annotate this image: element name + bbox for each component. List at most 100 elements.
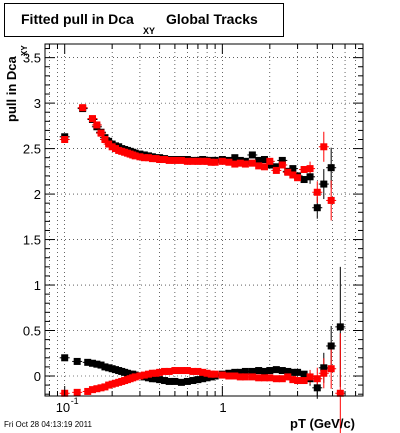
data-point-red [289,171,297,179]
data-point-black [272,366,280,374]
data-point-black [73,357,81,365]
data-point-black [255,367,263,375]
data-point-black [61,354,69,362]
x-tick-label: 1 [219,400,226,415]
data-point-red [79,104,87,112]
data-point-red [140,154,148,162]
x-tick-label-exponent: -1 [71,396,79,406]
data-point-red [272,166,280,174]
data-point-red [306,165,314,173]
data-point-red [225,372,233,380]
data-point-red [306,373,314,381]
y-tick-label: 2.5 [23,142,41,157]
y-tick-label: 0 [34,369,41,384]
data-point-red [156,368,164,376]
data-point-red [272,375,280,383]
data-point-red [203,369,211,377]
y-tick-label: 0.5 [23,324,41,339]
data-point-red [101,383,109,391]
data-point-red [231,372,239,380]
data-point-red [97,129,105,137]
y-tick-label: 3 [34,96,41,111]
data-point-red [278,375,286,383]
data-point-red [211,370,219,378]
chart-title-subscript: XY [143,26,156,36]
data-point-red [294,377,302,385]
data-point-red [199,368,207,376]
data-point-black [231,154,239,162]
data-point-red [336,389,344,397]
data-point-black [320,364,328,372]
data-point-red [255,162,263,170]
data-point-black [260,156,268,164]
data-point-red [218,371,226,379]
data-point-red [284,373,292,381]
y-tick-label: 2 [34,187,41,202]
data-point-black [272,163,280,171]
data-point-red [320,143,328,151]
data-point-red [241,373,249,381]
data-point-red [136,372,144,380]
y-tick-label: 1 [34,278,41,293]
data-point-black [101,363,109,371]
data-point-red [284,168,292,176]
data-point-red [225,158,233,166]
data-point-red [93,385,101,393]
data-point-black [320,180,328,188]
data-point-black [300,370,308,378]
data-point-black [278,367,286,375]
data-point-red [189,367,197,375]
x-axis-label: pT (GeV/c) [290,416,355,431]
data-point-black [156,376,164,384]
data-point-red [236,159,244,167]
data-point-red [189,157,197,165]
data-point-red [266,374,274,382]
data-point-red [194,367,202,375]
data-point-red [203,157,211,165]
data-point-red [177,367,185,375]
data-point-black [306,173,314,181]
data-point-red [294,174,302,182]
plot-frame [44,43,364,397]
data-point-black [183,377,191,385]
data-point-red [266,157,274,165]
data-point-black [313,384,321,392]
data-point-black [93,360,101,368]
data-point-red [171,156,179,164]
data-point-red [289,376,297,384]
data-point-red [105,381,113,389]
data-point-red [183,367,191,375]
data-point-red [165,156,173,164]
marker-layer [61,104,344,397]
data-point-red [131,152,139,160]
data-point-black [336,323,344,331]
data-point-red [183,157,191,165]
chart-title-suffix: Global Tracks [166,11,258,27]
data-point-red [327,365,335,373]
data-point-black [313,204,321,212]
data-point-red [260,163,268,171]
data-point-black [294,368,302,376]
data-point-red [61,136,69,144]
data-point-black [289,165,297,173]
data-point-red [101,136,109,144]
data-point-black [177,378,185,386]
data-point-red [218,157,226,165]
data-point-red [207,158,215,166]
data-point-red [105,140,113,148]
data-point-red [171,367,179,375]
data-point-red [248,373,256,381]
data-point-black [97,361,105,369]
data-point-red [278,161,286,169]
data-point-black [248,151,256,159]
data-point-red [93,121,101,129]
data-point-black [165,377,173,385]
data-point-red [84,387,92,395]
data-point-red [144,370,152,378]
data-point-red [231,160,239,168]
data-point-red [73,388,81,396]
tick-layer: 10 -1 100.511.522.533.5 [23,44,363,415]
data-point-black [266,367,274,375]
data-point-red [136,153,144,161]
